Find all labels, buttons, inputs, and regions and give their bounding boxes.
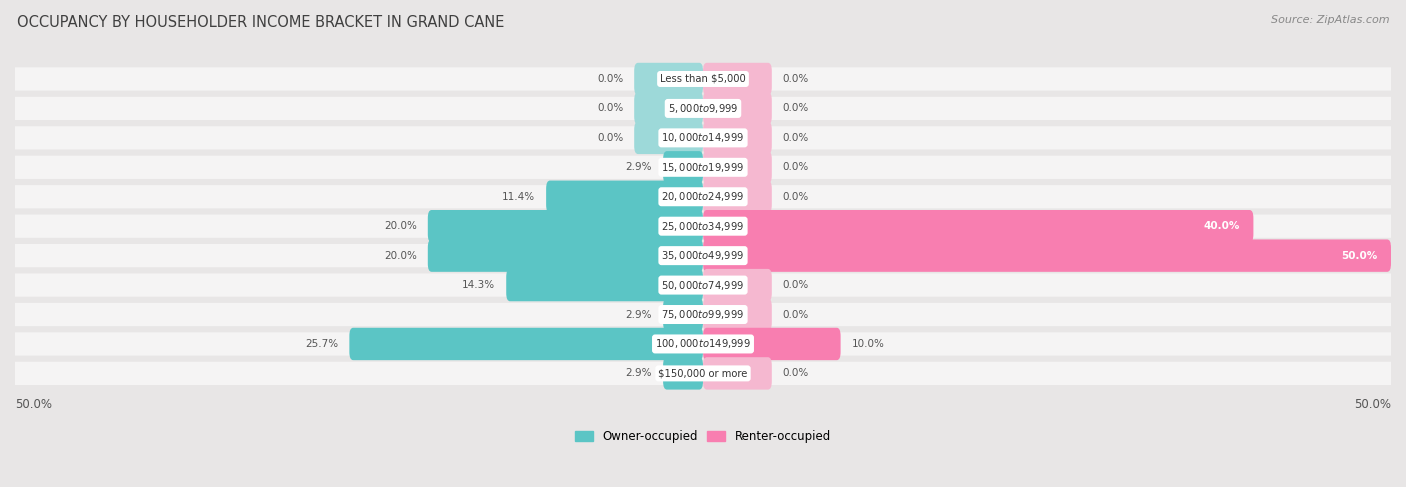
Text: 0.0%: 0.0% [783, 74, 808, 84]
Text: 0.0%: 0.0% [598, 74, 623, 84]
FancyBboxPatch shape [703, 269, 772, 301]
Text: 0.0%: 0.0% [783, 280, 808, 290]
FancyBboxPatch shape [506, 269, 703, 301]
Text: 14.3%: 14.3% [463, 280, 495, 290]
Text: 0.0%: 0.0% [783, 162, 808, 172]
FancyBboxPatch shape [703, 63, 772, 95]
Text: 10.0%: 10.0% [852, 339, 884, 349]
Text: 40.0%: 40.0% [1204, 221, 1240, 231]
FancyBboxPatch shape [427, 210, 703, 243]
FancyBboxPatch shape [703, 328, 841, 360]
FancyBboxPatch shape [1, 185, 1405, 208]
Text: 50.0%: 50.0% [1354, 397, 1391, 411]
Text: $35,000 to $49,999: $35,000 to $49,999 [661, 249, 745, 262]
Text: 2.9%: 2.9% [626, 310, 652, 319]
FancyBboxPatch shape [1, 332, 1405, 356]
Text: 20.0%: 20.0% [384, 251, 416, 261]
Text: 0.0%: 0.0% [598, 133, 623, 143]
FancyBboxPatch shape [703, 240, 1391, 272]
FancyBboxPatch shape [1, 303, 1405, 326]
Text: $50,000 to $74,999: $50,000 to $74,999 [661, 279, 745, 292]
Text: 0.0%: 0.0% [783, 103, 808, 113]
FancyBboxPatch shape [546, 181, 703, 213]
Text: 2.9%: 2.9% [626, 368, 652, 378]
Text: 0.0%: 0.0% [783, 133, 808, 143]
Text: 0.0%: 0.0% [783, 368, 808, 378]
Text: $5,000 to $9,999: $5,000 to $9,999 [668, 102, 738, 115]
Text: 0.0%: 0.0% [783, 310, 808, 319]
FancyBboxPatch shape [664, 151, 703, 184]
Text: $150,000 or more: $150,000 or more [658, 368, 748, 378]
FancyBboxPatch shape [1, 273, 1405, 297]
FancyBboxPatch shape [427, 240, 703, 272]
Text: 0.0%: 0.0% [598, 103, 623, 113]
FancyBboxPatch shape [703, 210, 1253, 243]
FancyBboxPatch shape [1, 156, 1405, 179]
FancyBboxPatch shape [1, 215, 1405, 238]
FancyBboxPatch shape [703, 92, 772, 125]
FancyBboxPatch shape [703, 151, 772, 184]
FancyBboxPatch shape [1, 126, 1405, 150]
FancyBboxPatch shape [1, 97, 1405, 120]
Text: $25,000 to $34,999: $25,000 to $34,999 [661, 220, 745, 233]
FancyBboxPatch shape [664, 299, 703, 331]
Text: $10,000 to $14,999: $10,000 to $14,999 [661, 131, 745, 144]
FancyBboxPatch shape [703, 299, 772, 331]
Text: $75,000 to $99,999: $75,000 to $99,999 [661, 308, 745, 321]
FancyBboxPatch shape [349, 328, 703, 360]
Text: 20.0%: 20.0% [384, 221, 416, 231]
Text: Less than $5,000: Less than $5,000 [661, 74, 745, 84]
FancyBboxPatch shape [1, 67, 1405, 91]
Text: $15,000 to $19,999: $15,000 to $19,999 [661, 161, 745, 174]
Text: $100,000 to $149,999: $100,000 to $149,999 [655, 337, 751, 351]
Text: OCCUPANCY BY HOUSEHOLDER INCOME BRACKET IN GRAND CANE: OCCUPANCY BY HOUSEHOLDER INCOME BRACKET … [17, 15, 505, 30]
FancyBboxPatch shape [703, 122, 772, 154]
Text: 50.0%: 50.0% [15, 397, 52, 411]
Text: Source: ZipAtlas.com: Source: ZipAtlas.com [1271, 15, 1389, 25]
Text: 2.9%: 2.9% [626, 162, 652, 172]
Text: 50.0%: 50.0% [1341, 251, 1378, 261]
Text: $20,000 to $24,999: $20,000 to $24,999 [661, 190, 745, 203]
Text: 11.4%: 11.4% [502, 192, 536, 202]
FancyBboxPatch shape [703, 181, 772, 213]
FancyBboxPatch shape [703, 357, 772, 390]
FancyBboxPatch shape [664, 357, 703, 390]
FancyBboxPatch shape [634, 63, 703, 95]
FancyBboxPatch shape [1, 362, 1405, 385]
Text: 0.0%: 0.0% [783, 192, 808, 202]
FancyBboxPatch shape [634, 92, 703, 125]
Legend: Owner-occupied, Renter-occupied: Owner-occupied, Renter-occupied [571, 425, 835, 448]
FancyBboxPatch shape [1, 244, 1405, 267]
Text: 25.7%: 25.7% [305, 339, 339, 349]
FancyBboxPatch shape [634, 122, 703, 154]
